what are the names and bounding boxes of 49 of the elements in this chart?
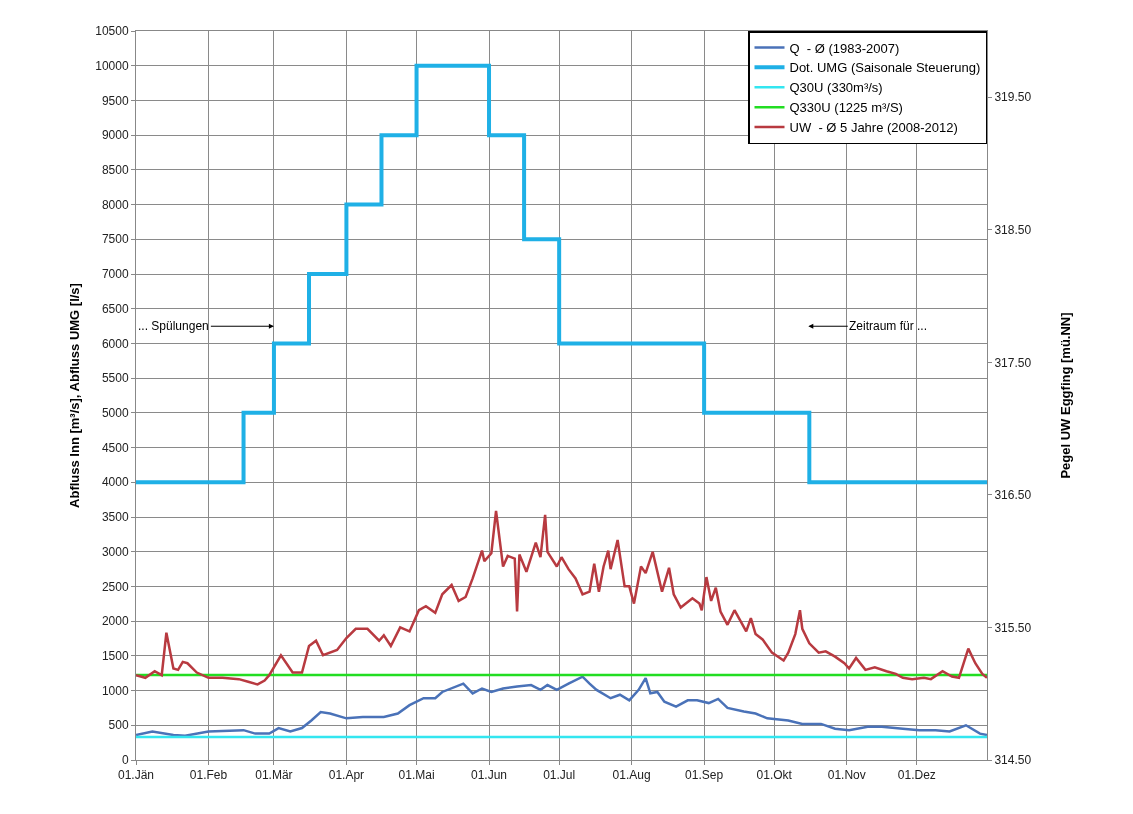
y-tick-label: 1500: [101, 649, 129, 664]
x-tick-label: 01.Feb: [189, 768, 228, 783]
legend-label: Q - Ø (1983-2007): [789, 40, 900, 56]
y-tick-label: 5000: [101, 406, 129, 421]
y-tick-label: 0: [121, 753, 129, 768]
y2-tick-label: 315.50: [994, 620, 1032, 635]
y2-tick-label: 314.50: [994, 753, 1032, 768]
x-tick-label: 01.Jun: [471, 768, 508, 783]
x-tick-label: 01.Sep: [685, 768, 724, 783]
y-tick-label: 8500: [101, 163, 129, 178]
y-tick-label: 1000: [101, 683, 129, 698]
x-tick-label: 01.Jul: [543, 768, 576, 783]
y-tick-label: 3500: [101, 510, 129, 525]
y2-tick-label: 319.50: [994, 90, 1032, 105]
y-tick-label: 9500: [101, 93, 129, 108]
x-tick-label: 01.Mai: [398, 768, 435, 783]
x-tick-label: 01.Nov: [827, 768, 866, 783]
y2-tick-label: 318.50: [994, 223, 1032, 238]
y-tick-label: 8000: [101, 197, 129, 212]
y2-tick-label: 317.50: [994, 355, 1032, 370]
y-tick-label: 3000: [101, 544, 129, 559]
x-tick-label: 01.Aug: [612, 768, 651, 783]
x-tick-label: 01.Jän: [117, 768, 155, 783]
y-tick-label: 5500: [101, 371, 129, 386]
x-tick-label: 01.Apr: [328, 768, 365, 783]
y-tick-label: 2000: [101, 614, 129, 629]
y-tick-label: 7500: [101, 232, 129, 247]
x-tick-label: 01.Okt: [756, 768, 793, 783]
y-tick-label: 6500: [101, 301, 129, 316]
y-tick-label: 6000: [101, 336, 129, 351]
x-tick-label: 01.Dez: [897, 768, 936, 783]
legend-label: UW - Ø 5 Jahre (2008-2012): [789, 120, 958, 136]
y-tick-label: 4000: [101, 475, 129, 490]
annotation: Zeitraum für ...: [849, 319, 928, 333]
legend-label: Q330U (1225 m³/S): [789, 100, 903, 116]
legend-label: Dot. UMG (Saisonale Steuerung): [789, 60, 981, 76]
y-tick-label: 4500: [101, 440, 129, 455]
y2-axis-title: Pegel UW Eggfing [mü.NN]: [1058, 312, 1074, 479]
y-tick-label: 7000: [101, 267, 129, 282]
y-tick-label: 2500: [101, 579, 129, 594]
y-axis-title: Abfluss Inn [m³/s], Abfluss UMG [l/s]: [67, 283, 83, 508]
y-tick-label: 9000: [101, 128, 129, 143]
y-tick-label: 500: [108, 718, 129, 733]
y-tick-label: 10500: [95, 24, 129, 39]
annotation: ... Spülungen: [138, 319, 209, 333]
y-tick-label: 10000: [95, 58, 129, 73]
y2-tick-label: 316.50: [994, 488, 1032, 503]
legend-label: Q30U (330m³/s): [789, 80, 883, 96]
x-tick-label: 01.Mär: [255, 768, 293, 783]
